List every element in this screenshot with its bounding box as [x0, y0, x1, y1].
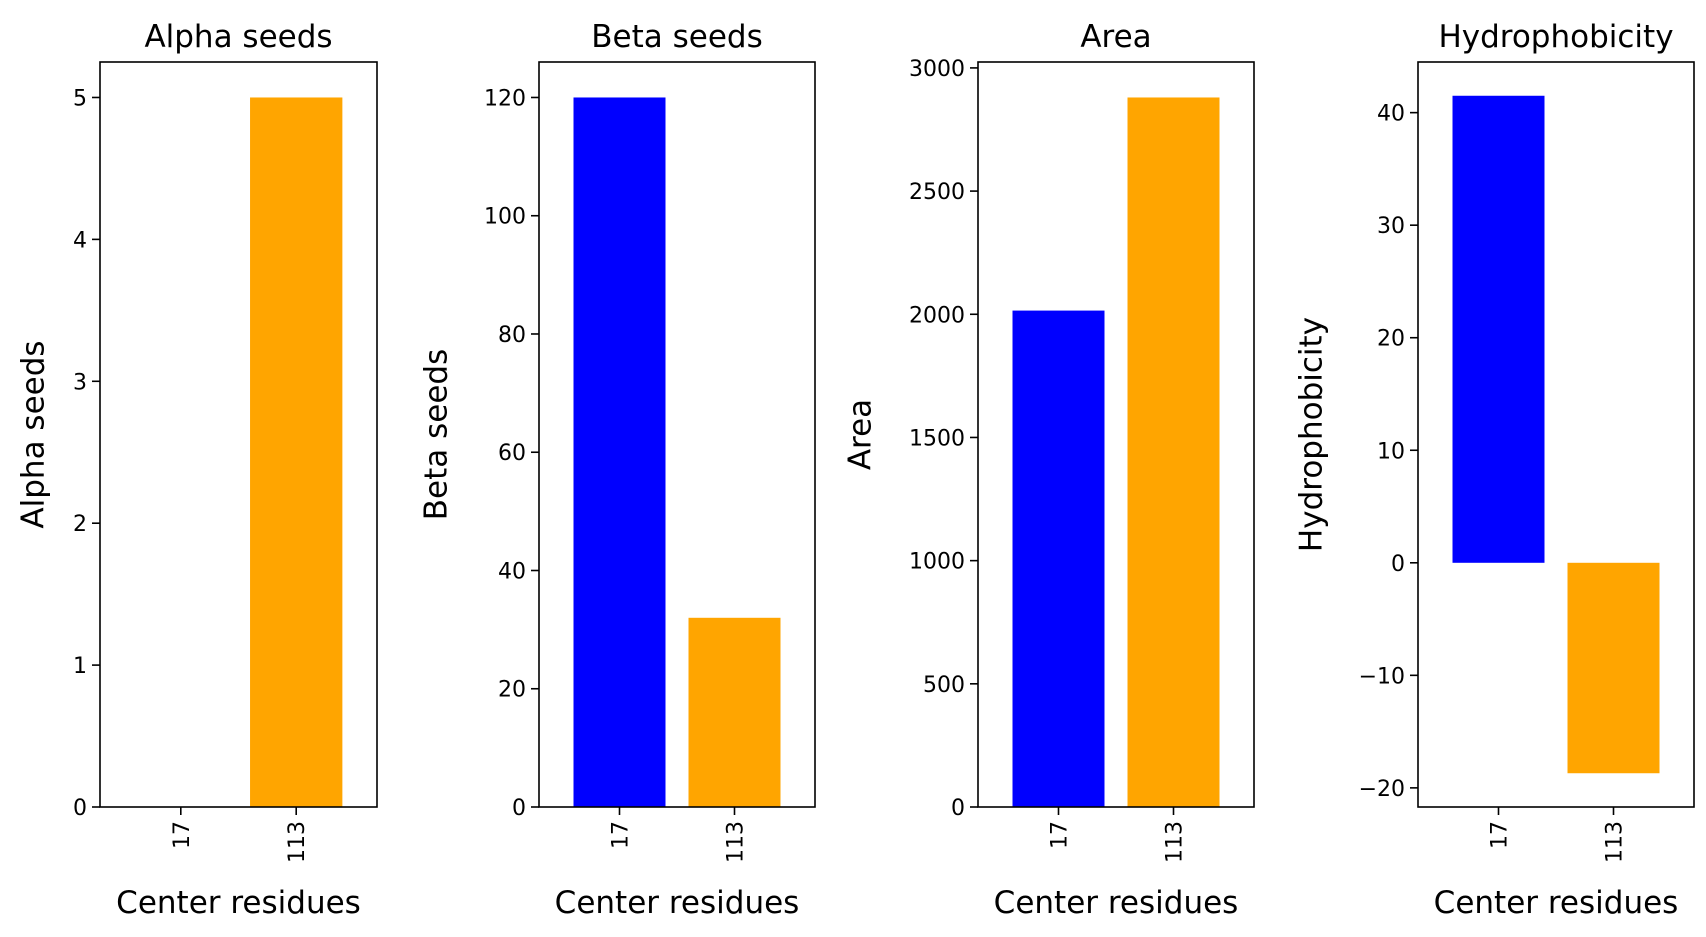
y-tick-label: 2	[73, 512, 87, 537]
x-axis-label: Center residues	[994, 885, 1239, 921]
y-tick-label: 1000	[909, 550, 965, 575]
y-tick-label: 2000	[909, 303, 965, 328]
y-tick-label: 2500	[909, 180, 965, 205]
y-tick-label: 60	[498, 441, 526, 466]
axes-frame	[538, 61, 816, 808]
chart-panel-3: 17 113 0 500 1000 1500 2000 2500 3000 Area Center …	[843, 19, 1255, 921]
x-tick-label: 17	[1488, 821, 1513, 849]
x-axis-label: Center residues	[1434, 885, 1679, 921]
y-tick-label: 0	[73, 796, 87, 821]
y-tick-label: 5	[73, 86, 87, 111]
x-tick-label: 17	[1048, 821, 1073, 849]
y-axis-label: Beta seeds	[419, 349, 455, 520]
bar-113	[1127, 97, 1220, 807]
chart-title: Beta seeds	[591, 19, 762, 55]
y-tick-label: 0	[1391, 552, 1405, 577]
x-axis-label: Center residues	[555, 885, 800, 921]
bar-17	[1012, 310, 1105, 807]
chart-title: Alpha seeds	[144, 19, 332, 55]
y-tick-label: 40	[1377, 102, 1405, 127]
y-axis-label: Alpha seeds	[16, 340, 52, 528]
x-tick-label: 17	[609, 821, 634, 849]
y-tick-label: 100	[484, 205, 526, 230]
y-tick-label: 0	[951, 796, 965, 821]
bar-113	[250, 97, 343, 807]
y-tick-label: 20	[1377, 327, 1405, 352]
y-tick-label: 500	[923, 673, 965, 698]
x-tick-label: 113	[285, 821, 310, 863]
chart-panel-4: 17 113 −20 −10 0 10 20 30 40 Hydrophobicity Center…	[1294, 19, 1695, 921]
y-tick-label: 0	[512, 796, 526, 821]
axes-frame	[977, 61, 1255, 808]
chart-title: Area	[1080, 19, 1151, 55]
y-tick-label: 30	[1377, 214, 1405, 239]
bar-17	[1452, 95, 1545, 563]
y-tick-label: 1	[73, 654, 87, 679]
y-tick-label: 40	[498, 559, 526, 584]
y-tick-label: 120	[484, 86, 526, 111]
x-tick-label: 113	[1163, 821, 1188, 863]
y-tick-label: 3	[73, 370, 87, 395]
x-tick-label: 113	[724, 821, 749, 863]
axes-frame	[1417, 61, 1695, 808]
y-tick-label: 1500	[909, 426, 965, 451]
bar-113	[1567, 562, 1660, 774]
y-axis-label: Area	[843, 399, 879, 470]
y-tick-label: −10	[1359, 664, 1405, 689]
axes-frame	[99, 61, 378, 808]
y-tick-label: 20	[498, 678, 526, 703]
x-axis-label: Center residues	[116, 885, 361, 921]
chart-panel-1: 17 113 0 1 2 3 4 5 Alpha seeds Center residues Alp…	[16, 19, 378, 921]
x-tick-label: 113	[1603, 821, 1628, 863]
chart-title: Hydrophobicity	[1438, 19, 1673, 55]
y-tick-label: −20	[1359, 777, 1405, 802]
bar-113	[688, 617, 781, 807]
y-tick-label: 80	[498, 323, 526, 348]
chart-panel-2: 17 113 0 20 40 60 80 100 120 Beta seeds Center res…	[419, 19, 816, 921]
y-tick-label: 3000	[909, 57, 965, 82]
bar-17	[573, 97, 666, 807]
y-axis-label: Hydrophobicity	[1294, 317, 1330, 552]
y-tick-label: 10	[1377, 439, 1405, 464]
x-tick-label: 17	[170, 821, 195, 849]
y-tick-label: 4	[73, 228, 87, 253]
